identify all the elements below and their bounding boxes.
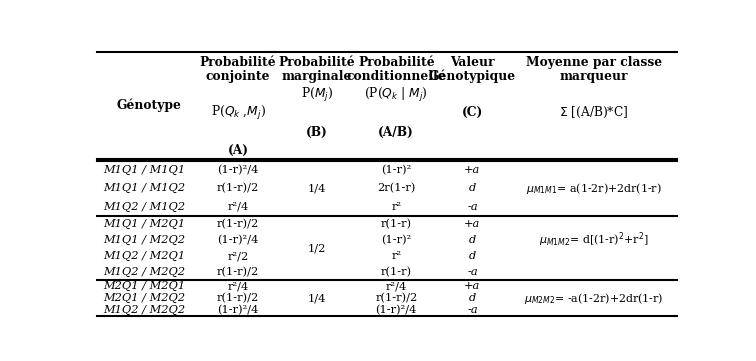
Text: r(1-r)/2: r(1-r)/2	[217, 267, 259, 277]
Text: (1-r)²: (1-r)²	[381, 235, 411, 245]
Text: conditionnelle: conditionnelle	[346, 70, 446, 83]
Text: (P($Q_k$ | $M_j$): (P($Q_k$ | $M_j$)	[364, 86, 428, 104]
Text: 1/4: 1/4	[308, 183, 327, 193]
Text: (1-r)²/4: (1-r)²/4	[376, 305, 417, 316]
Text: $\mu_{M2M2}$= -a(1-2r)+2dr(1-r): $\mu_{M2M2}$= -a(1-2r)+2dr(1-r)	[525, 291, 664, 306]
Text: Génotype: Génotype	[116, 99, 181, 112]
Text: d: d	[469, 183, 476, 193]
Text: conjointe: conjointe	[206, 70, 271, 83]
Text: (A): (A)	[228, 144, 249, 157]
Text: Génotypique: Génotypique	[429, 70, 516, 83]
Text: M1Q2 / M1Q2: M1Q2 / M1Q2	[103, 202, 184, 212]
Text: +a: +a	[464, 281, 481, 291]
Text: marqueur: marqueur	[559, 70, 628, 83]
Text: r(1-r)/2: r(1-r)/2	[217, 183, 259, 193]
Text: -a: -a	[467, 267, 478, 277]
Text: M1Q1 / M1Q2: M1Q1 / M1Q2	[103, 183, 184, 193]
Text: r(1-r)/2: r(1-r)/2	[217, 219, 259, 229]
Text: (1-r)²: (1-r)²	[381, 165, 411, 175]
Text: M1Q2 / M2Q1: M1Q2 / M2Q1	[103, 251, 184, 261]
Text: Moyenne par classe: Moyenne par classe	[526, 56, 662, 69]
Text: Valeur: Valeur	[450, 56, 494, 69]
Text: M1Q1 / M2Q2: M1Q1 / M2Q2	[103, 235, 184, 245]
Text: marginale: marginale	[282, 70, 352, 83]
Text: M1Q2 / M2Q2: M1Q2 / M2Q2	[103, 267, 184, 277]
Text: 1/4: 1/4	[308, 293, 327, 303]
Text: $\mu_{M1M1}$= a(1-2r)+2dr(1-r): $\mu_{M1M1}$= a(1-2r)+2dr(1-r)	[526, 181, 662, 196]
Text: r²/4: r²/4	[228, 202, 249, 212]
Text: $\mu_{M1M2}$= d[(1-r)$^2$+r$^2$]: $\mu_{M1M2}$= d[(1-r)$^2$+r$^2$]	[539, 231, 649, 249]
Text: r(1-r): r(1-r)	[381, 219, 412, 229]
Text: r²/2: r²/2	[228, 251, 249, 261]
Text: (A/B): (A/B)	[378, 126, 414, 139]
Text: 1/2: 1/2	[308, 243, 327, 253]
Text: r²/4: r²/4	[228, 281, 249, 291]
Text: +a: +a	[464, 165, 481, 175]
Text: r²: r²	[391, 251, 401, 261]
Text: r²/4: r²/4	[386, 281, 407, 291]
Text: r(1-r): r(1-r)	[381, 267, 412, 277]
Text: M1Q1 / M2Q1: M1Q1 / M2Q1	[103, 219, 184, 229]
Text: $\Sigma$ [(A/B)*C]: $\Sigma$ [(A/B)*C]	[559, 105, 628, 120]
Text: (1-r)²/4: (1-r)²/4	[218, 165, 259, 175]
Text: P($M_j$): P($M_j$)	[301, 86, 333, 104]
Text: +a: +a	[464, 219, 481, 229]
Text: Probabilité: Probabilité	[279, 56, 355, 69]
Text: P($Q_k$ ,$M_j$): P($Q_k$ ,$M_j$)	[211, 104, 265, 122]
Text: (1-r)²/4: (1-r)²/4	[218, 235, 259, 245]
Text: M2Q1 / M2Q2: M2Q1 / M2Q2	[103, 293, 184, 303]
Text: Probabilité: Probabilité	[200, 56, 277, 69]
Text: 2r(1-r): 2r(1-r)	[377, 183, 416, 193]
Text: M1Q2 / M2Q2: M1Q2 / M2Q2	[103, 305, 184, 315]
Text: d: d	[469, 251, 476, 261]
Text: r(1-r)/2: r(1-r)/2	[217, 293, 259, 303]
Text: d: d	[469, 293, 476, 303]
Text: -a: -a	[467, 202, 478, 212]
Text: (1-r)²/4: (1-r)²/4	[218, 305, 259, 316]
Text: (C): (C)	[462, 106, 483, 119]
Text: -a: -a	[467, 305, 478, 315]
Text: r²: r²	[391, 202, 401, 212]
Text: M1Q1 / M1Q1: M1Q1 / M1Q1	[103, 165, 184, 175]
Text: Probabilité: Probabilité	[358, 56, 435, 69]
Text: d: d	[469, 235, 476, 245]
Text: M2Q1 / M2Q1: M2Q1 / M2Q1	[103, 281, 184, 291]
Text: r(1-r)/2: r(1-r)/2	[375, 293, 417, 303]
Text: (B): (B)	[306, 126, 328, 139]
